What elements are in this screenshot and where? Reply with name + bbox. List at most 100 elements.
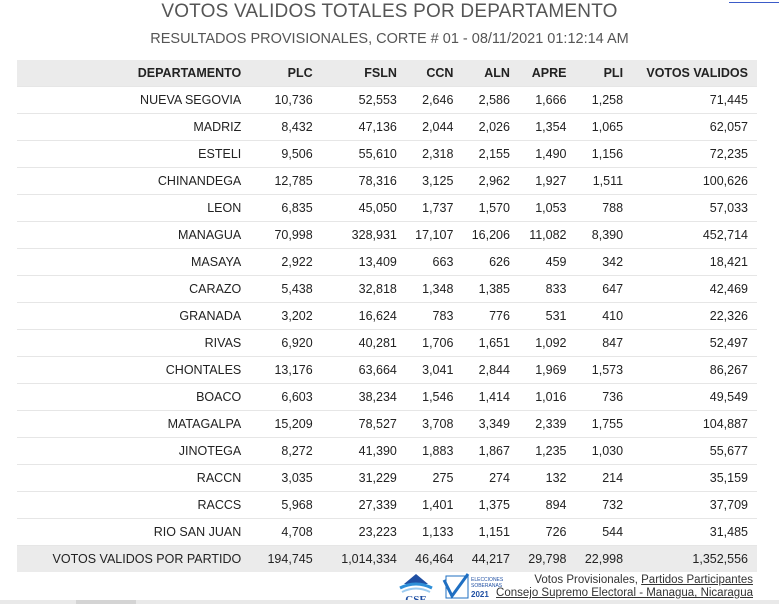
department-cell: RACCN bbox=[17, 464, 249, 492]
column-header: PLC bbox=[248, 60, 313, 87]
vote-cell: 2,044 bbox=[396, 113, 454, 141]
table-row: MASAYA 2,922 13,409 663 626 459 342 18,421 bbox=[17, 248, 757, 276]
vote-cell: 57,033 bbox=[623, 194, 757, 222]
column-header: PLI bbox=[566, 60, 624, 87]
department-cell: MATAGALPA bbox=[17, 410, 249, 438]
vote-cell: 17,107 bbox=[396, 221, 454, 249]
vote-cell: 736 bbox=[566, 383, 624, 411]
top-accent-line bbox=[729, 2, 779, 3]
table-row: LEON 6,835 45,050 1,737 1,570 1,053 788 57,033 bbox=[17, 194, 757, 222]
table-row: RIO SAN JUAN 4,708 23,223 1,133 1,151 726 544 3… bbox=[17, 518, 757, 546]
svg-text:SOBERANAS: SOBERANAS bbox=[471, 583, 503, 589]
table-row: RACCN 3,035 31,229 275 274 132 214 35,159 bbox=[17, 464, 757, 492]
vote-cell: 8,390 bbox=[566, 221, 624, 249]
cse-managua-link[interactable]: Consejo Supremo Electoral - Managua, Nic… bbox=[496, 587, 753, 599]
vote-cell: 732 bbox=[566, 491, 624, 519]
table-row: CHONTALES 13,176 63,664 3,041 2,844 1,969 1,57… bbox=[17, 356, 757, 384]
vote-cell: 86,267 bbox=[623, 356, 757, 384]
vote-cell: 1,258 bbox=[566, 86, 624, 114]
vote-cell: 3,349 bbox=[453, 410, 510, 438]
department-cell: CHINANDEGA bbox=[17, 167, 249, 195]
vote-cell: 1,235 bbox=[509, 437, 567, 465]
department-cell: CARAZO bbox=[17, 275, 249, 303]
vote-cell: 41,390 bbox=[312, 437, 397, 465]
vote-cell: 55,677 bbox=[623, 437, 757, 465]
vote-cell: 1,867 bbox=[453, 437, 510, 465]
partidos-participantes-link[interactable]: Partidos Participantes bbox=[641, 574, 753, 586]
vote-cell: 10,736 bbox=[248, 86, 313, 114]
table-row: RACCS 5,968 27,339 1,401 1,375 894 732 37,709 bbox=[17, 491, 757, 519]
department-cell: RIO SAN JUAN bbox=[17, 518, 249, 546]
vote-cell: 71,445 bbox=[623, 86, 757, 114]
vote-cell: 1,546 bbox=[396, 383, 454, 411]
vote-cell: 52,497 bbox=[623, 329, 757, 357]
total-value-cell: 29,798 bbox=[509, 545, 567, 572]
vote-cell: 70,998 bbox=[248, 221, 313, 249]
vote-cell: 833 bbox=[509, 275, 567, 303]
vote-cell: 18,421 bbox=[623, 248, 757, 276]
table-row: MADRIZ 8,432 47,136 2,044 2,026 1,354 1,065 62,… bbox=[17, 113, 757, 141]
vote-cell: 2,026 bbox=[453, 113, 510, 141]
vote-cell: 3,708 bbox=[396, 410, 454, 438]
vote-cell: 1,651 bbox=[453, 329, 510, 357]
vote-cell: 1,156 bbox=[566, 140, 624, 168]
vote-cell: 1,401 bbox=[396, 491, 454, 519]
vote-cell: 15,209 bbox=[248, 410, 313, 438]
vote-cell: 1,969 bbox=[509, 356, 567, 384]
vote-cell: 1,414 bbox=[453, 383, 510, 411]
vote-cell: 1,348 bbox=[396, 275, 454, 303]
vote-cell: 6,920 bbox=[248, 329, 313, 357]
vote-cell: 3,035 bbox=[248, 464, 313, 492]
vote-cell: 544 bbox=[566, 518, 624, 546]
vote-cell: 35,159 bbox=[623, 464, 757, 492]
department-cell: MADRIZ bbox=[17, 113, 249, 141]
vote-cell: 1,570 bbox=[453, 194, 510, 222]
footer-prefix: Votos Provisionales, bbox=[534, 574, 642, 586]
department-cell: MANAGUA bbox=[17, 221, 249, 249]
vote-cell: 274 bbox=[453, 464, 510, 492]
vote-cell: 1,016 bbox=[509, 383, 567, 411]
vote-cell: 2,339 bbox=[509, 410, 567, 438]
vote-cell: 342 bbox=[566, 248, 624, 276]
vote-cell: 72,235 bbox=[623, 140, 757, 168]
elecciones-logo: ELECCIONES SOBERANAS 2021 bbox=[442, 573, 504, 599]
vote-cell: 1,755 bbox=[566, 410, 624, 438]
vote-cell: 647 bbox=[566, 275, 624, 303]
vote-cell: 27,339 bbox=[312, 491, 397, 519]
vote-cell: 1,092 bbox=[509, 329, 567, 357]
vote-cell: 22,326 bbox=[623, 302, 757, 330]
table-row: NUEVA SEGOVIA 10,736 52,553 2,646 2,586 1,666… bbox=[17, 86, 757, 114]
vote-cell: 788 bbox=[566, 194, 624, 222]
vote-cell: 5,438 bbox=[248, 275, 313, 303]
table-row: GRANADA 3,202 16,624 783 776 531 410 22,326 bbox=[17, 302, 757, 330]
vote-cell: 776 bbox=[453, 302, 510, 330]
horizontal-scrollbar[interactable] bbox=[0, 600, 779, 604]
column-header: APRE bbox=[509, 60, 567, 87]
total-value-cell: 194,745 bbox=[248, 545, 313, 572]
column-header: FSLN bbox=[312, 60, 397, 87]
column-header: DEPARTAMENTO bbox=[17, 60, 249, 87]
table-row: MATAGALPA 15,209 78,527 3,708 3,349 2,339 1,75… bbox=[17, 410, 757, 438]
footer-text: Votos Provisionales, Partidos Participan… bbox=[496, 574, 753, 600]
total-value-cell: 46,464 bbox=[396, 545, 454, 572]
vote-cell: 459 bbox=[509, 248, 567, 276]
table-row: RIVAS 6,920 40,281 1,706 1,651 1,092 847 52,497 bbox=[17, 329, 757, 357]
total-value-cell: 1,014,334 bbox=[312, 545, 397, 572]
table-row: JINOTEGA 8,272 41,390 1,883 1,867 1,235 1,030 5… bbox=[17, 437, 757, 465]
vote-cell: 6,835 bbox=[248, 194, 313, 222]
vote-cell: 62,057 bbox=[623, 113, 757, 141]
vote-cell: 1,883 bbox=[396, 437, 454, 465]
total-value-cell: 22,998 bbox=[566, 545, 624, 572]
vote-cell: 47,136 bbox=[312, 113, 397, 141]
department-cell: JINOTEGA bbox=[17, 437, 249, 465]
vote-cell: 214 bbox=[566, 464, 624, 492]
vote-cell: 452,714 bbox=[623, 221, 757, 249]
vote-cell: 847 bbox=[566, 329, 624, 357]
department-cell: CHONTALES bbox=[17, 356, 249, 384]
vote-cell: 52,553 bbox=[312, 86, 397, 114]
vote-cell: 2,155 bbox=[453, 140, 510, 168]
vote-cell: 31,229 bbox=[312, 464, 397, 492]
column-header: VOTOS VALIDOS bbox=[623, 60, 757, 87]
vote-cell: 2,646 bbox=[396, 86, 454, 114]
scrollbar-thumb[interactable] bbox=[76, 600, 136, 604]
